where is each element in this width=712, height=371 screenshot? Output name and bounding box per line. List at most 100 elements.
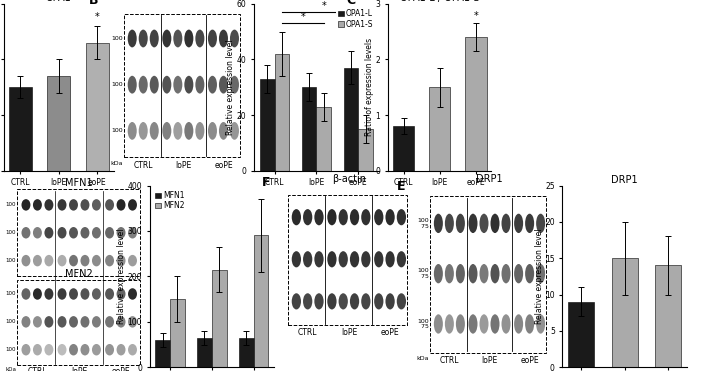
- Ellipse shape: [397, 293, 406, 309]
- Ellipse shape: [69, 227, 78, 239]
- Text: loPE: loPE: [71, 367, 88, 371]
- Ellipse shape: [33, 344, 42, 355]
- Ellipse shape: [350, 209, 359, 225]
- Ellipse shape: [128, 199, 137, 211]
- Ellipse shape: [21, 344, 31, 355]
- Ellipse shape: [127, 76, 137, 93]
- Ellipse shape: [514, 264, 523, 283]
- Y-axis label: Relative expression level: Relative expression level: [535, 229, 544, 324]
- Text: eoPE: eoPE: [112, 367, 130, 371]
- Ellipse shape: [44, 344, 53, 355]
- Text: *: *: [473, 11, 478, 21]
- Text: 100: 100: [111, 36, 122, 41]
- Ellipse shape: [314, 209, 324, 225]
- Text: CTRL: CTRL: [28, 367, 47, 371]
- Ellipse shape: [58, 316, 66, 328]
- Ellipse shape: [525, 214, 534, 233]
- Ellipse shape: [434, 264, 443, 283]
- Ellipse shape: [445, 314, 454, 334]
- Ellipse shape: [127, 30, 137, 47]
- Ellipse shape: [479, 264, 488, 283]
- Ellipse shape: [139, 122, 147, 140]
- Ellipse shape: [92, 255, 101, 266]
- Text: 100: 100: [6, 292, 16, 296]
- Ellipse shape: [479, 314, 488, 334]
- Text: kDa: kDa: [417, 357, 429, 361]
- Text: CTRL: CTRL: [298, 328, 318, 338]
- Ellipse shape: [105, 288, 114, 300]
- Ellipse shape: [292, 293, 301, 309]
- Ellipse shape: [44, 316, 53, 328]
- Ellipse shape: [385, 293, 394, 309]
- Ellipse shape: [58, 255, 66, 266]
- Ellipse shape: [105, 255, 114, 266]
- Ellipse shape: [374, 251, 384, 267]
- Ellipse shape: [69, 344, 78, 355]
- Ellipse shape: [479, 214, 488, 233]
- Ellipse shape: [58, 227, 66, 239]
- Ellipse shape: [117, 288, 125, 300]
- Bar: [212, 270, 226, 367]
- Ellipse shape: [195, 30, 204, 47]
- Text: 100: 100: [6, 258, 16, 263]
- Ellipse shape: [162, 122, 172, 140]
- Bar: [302, 87, 316, 171]
- Bar: [275, 54, 289, 171]
- Text: F: F: [262, 176, 271, 189]
- Text: eoPE: eoPE: [520, 357, 539, 365]
- Ellipse shape: [69, 288, 78, 300]
- Ellipse shape: [501, 314, 511, 334]
- Ellipse shape: [445, 264, 454, 283]
- Ellipse shape: [339, 209, 348, 225]
- Text: *: *: [95, 12, 100, 22]
- Ellipse shape: [536, 314, 545, 334]
- Ellipse shape: [105, 344, 114, 355]
- Ellipse shape: [456, 314, 465, 334]
- Ellipse shape: [44, 199, 53, 211]
- Text: eoPE: eoPE: [214, 161, 233, 170]
- Ellipse shape: [536, 214, 545, 233]
- Ellipse shape: [128, 288, 137, 300]
- Ellipse shape: [292, 251, 301, 267]
- Title: OPA1: OPA1: [46, 0, 72, 3]
- Ellipse shape: [434, 214, 443, 233]
- Ellipse shape: [195, 76, 204, 93]
- Ellipse shape: [139, 30, 147, 47]
- Ellipse shape: [117, 344, 125, 355]
- Ellipse shape: [58, 288, 66, 300]
- Text: E: E: [397, 180, 406, 193]
- Title: DRP1: DRP1: [612, 175, 638, 185]
- Ellipse shape: [434, 314, 443, 334]
- Bar: [393, 126, 414, 171]
- Ellipse shape: [128, 227, 137, 239]
- Ellipse shape: [117, 255, 125, 266]
- Ellipse shape: [397, 209, 406, 225]
- Text: 100: 100: [6, 230, 16, 235]
- Ellipse shape: [314, 293, 324, 309]
- Ellipse shape: [208, 122, 217, 140]
- Text: 100: 100: [111, 82, 122, 87]
- Ellipse shape: [445, 214, 454, 233]
- Y-axis label: Ratio of expression levels: Ratio of expression levels: [365, 38, 374, 136]
- Text: 100
 75: 100 75: [417, 319, 429, 329]
- Text: kDa: kDa: [5, 367, 16, 371]
- Ellipse shape: [468, 214, 478, 233]
- Text: 100: 100: [6, 203, 16, 207]
- Bar: [9, 87, 32, 171]
- Bar: [465, 37, 486, 171]
- Ellipse shape: [491, 264, 500, 283]
- Ellipse shape: [184, 76, 194, 93]
- Ellipse shape: [292, 209, 301, 225]
- Ellipse shape: [80, 344, 90, 355]
- Ellipse shape: [80, 255, 90, 266]
- Ellipse shape: [374, 209, 384, 225]
- Bar: [155, 340, 170, 367]
- Text: loPE: loPE: [481, 357, 498, 365]
- Ellipse shape: [80, 316, 90, 328]
- Ellipse shape: [219, 30, 228, 47]
- Ellipse shape: [230, 122, 239, 140]
- Ellipse shape: [128, 344, 137, 355]
- Ellipse shape: [350, 251, 359, 267]
- Ellipse shape: [105, 227, 114, 239]
- Ellipse shape: [105, 199, 114, 211]
